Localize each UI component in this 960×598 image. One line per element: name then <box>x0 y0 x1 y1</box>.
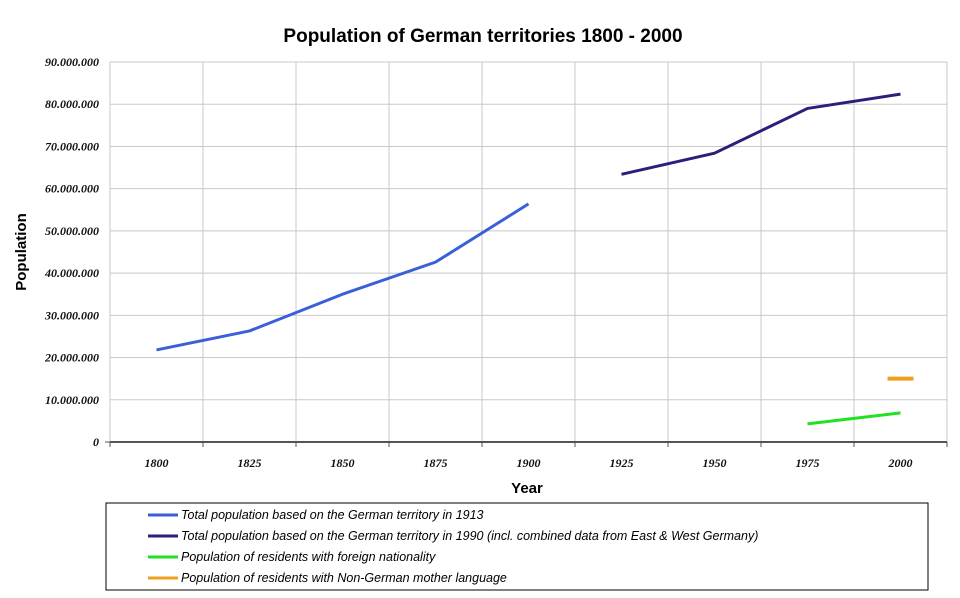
legend-label: Total population based on the German ter… <box>181 529 758 543</box>
series-line-1 <box>156 202 530 352</box>
legend <box>105 502 929 591</box>
x-tick-label: 1850 <box>331 456 355 470</box>
x-tick-label: 1925 <box>610 456 634 470</box>
x-tick-label: 1800 <box>145 456 169 470</box>
x-axis-label: Year <box>511 480 543 497</box>
x-tick-label: 1900 <box>517 456 541 470</box>
y-tick-label: 60.000.000 <box>45 182 99 196</box>
y-tick-label: 30.000.000 <box>44 308 99 322</box>
legend-label: Population of residents with foreign nat… <box>181 550 436 564</box>
y-tick-label: 50.000.000 <box>45 224 99 238</box>
x-tick-label: 1875 <box>424 456 448 470</box>
x-tick-label: 1825 <box>238 456 262 470</box>
y-tick-label: 20.000.000 <box>44 351 99 365</box>
chart-title: Population of German territories 1800 - … <box>283 26 682 47</box>
y-tick-label: 0 <box>93 435 99 449</box>
x-tick-label: 1975 <box>796 456 820 470</box>
y-tick-label: 80.000.000 <box>45 97 99 111</box>
y-tick-label: 90.000.000 <box>45 55 99 69</box>
legend-label: Population of residents with Non-German … <box>181 571 507 585</box>
series-line-3 <box>807 411 901 426</box>
x-tick-label: 2000 <box>888 456 913 470</box>
x-tick-label: 1950 <box>703 456 727 470</box>
y-axis-label: Population <box>13 213 30 291</box>
series-line-2 <box>621 92 901 176</box>
legend-label: Total population based on the German ter… <box>181 508 484 522</box>
y-tick-label: 70.000.000 <box>45 139 99 153</box>
y-tick-label: 10.000.000 <box>45 393 99 407</box>
y-tick-label: 40.000.000 <box>44 266 99 280</box>
